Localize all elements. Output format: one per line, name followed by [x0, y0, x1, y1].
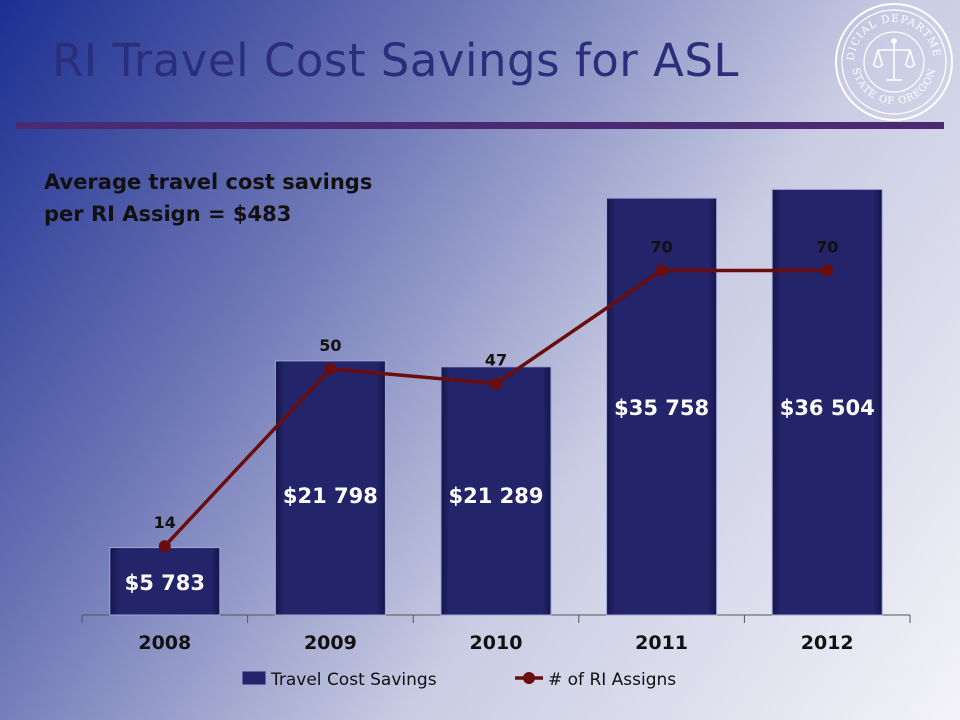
assigns-point: [490, 377, 502, 390]
bar-2009: [274, 360, 386, 616]
bar-value-label: $5 783: [125, 571, 205, 595]
bar-value-label: $21 798: [283, 484, 378, 508]
assigns-point: [324, 362, 337, 375]
average-savings-note: Average travel cost savings per RI Assig…: [44, 166, 372, 230]
x-tick-label: 2010: [470, 632, 523, 654]
title-divider: [16, 122, 944, 129]
legend-swatch-assigns-marker: [523, 672, 535, 684]
legend-swatch-savings: [241, 670, 267, 686]
scales-of-justice-icon: [872, 38, 916, 81]
x-tick-label: 2011: [635, 632, 688, 654]
assigns-value-label: 70: [650, 237, 672, 256]
legend-label-savings: Travel Cost Savings: [270, 670, 437, 690]
x-tick-label: 2008: [138, 632, 191, 654]
legend-label-assigns: # of RI Assigns: [548, 670, 676, 690]
assigns-point: [158, 540, 171, 553]
judicial-seal-logo: JUDICIAL DEPARTMENT STATE OF OREGON: [832, 0, 953, 121]
assigns-point: [655, 264, 668, 277]
bar-value-label: $36 504: [780, 396, 875, 420]
assigns-value-label: 50: [319, 336, 341, 355]
assigns-value-label: 47: [485, 351, 507, 370]
bar-2012: [771, 188, 883, 616]
assigns-value-label: 14: [154, 513, 176, 532]
assigns-point: [821, 264, 834, 277]
average-savings-line-2: per RI Assign = $483: [44, 202, 292, 226]
bar-2008: [109, 547, 221, 616]
bar-value-label: $35 758: [614, 396, 709, 420]
assigns-value-label: 70: [816, 237, 838, 256]
bar-value-label: $21 289: [449, 484, 544, 508]
x-tick-label: 2009: [304, 632, 357, 654]
x-tick-label: 2012: [801, 632, 854, 654]
slide-title: RI Travel Cost Savings for ASL: [52, 34, 739, 87]
bar-2010: [440, 366, 552, 616]
average-savings-line-1: Average travel cost savings: [44, 170, 373, 194]
